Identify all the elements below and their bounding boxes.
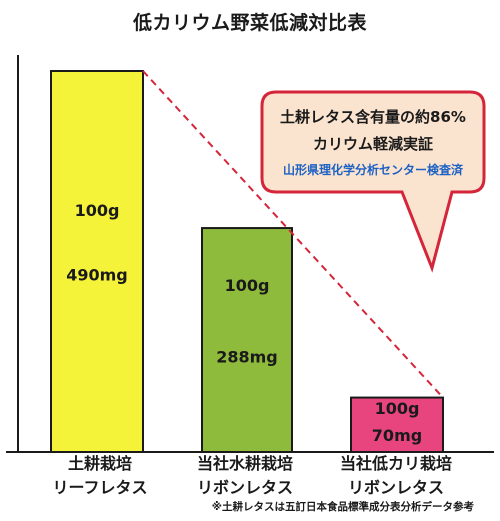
category-label-line: リボンレタス xyxy=(196,478,293,497)
data-label-weight: 100g xyxy=(75,201,120,220)
chart-title: 低カリウム野菜低減対比表 xyxy=(132,12,367,34)
data-label-amount: 490mg xyxy=(66,266,128,285)
footnote: ※土耕レタスは五訂日本食品標準成分表分析データ参考 xyxy=(211,501,474,513)
category-label-line: 当社低カリ栽培 xyxy=(339,454,452,473)
callout-bubble xyxy=(260,90,486,273)
callout-line-2: カリウム軽減実証 xyxy=(313,135,433,153)
category-label-soil-leaf-lettuce: 土耕栽培 リーフレタス xyxy=(25,452,175,500)
callout-line-1: 土耕レタス含有量の約86% xyxy=(280,108,466,126)
category-label-low-k-ribbon-lettuce: 当社低カリ栽培 リボンレタス xyxy=(321,452,471,500)
trend-line xyxy=(142,70,444,399)
bar-1 xyxy=(50,70,144,453)
bar-2 xyxy=(201,227,293,453)
category-label-line: リボンレタス xyxy=(347,478,444,497)
category-label-line: リーフレタス xyxy=(52,478,148,497)
data-label-amount: 288mg xyxy=(216,347,278,366)
category-label-line: 当社水耕栽培 xyxy=(196,454,293,473)
data-label-weight: 100g xyxy=(375,399,420,418)
callout-line-3: 山形県理化学分析センター検査済 xyxy=(283,162,464,177)
category-label-line: 土耕栽培 xyxy=(67,454,132,473)
bar-3 xyxy=(350,396,444,454)
category-label-hydroponic-ribbon-lettuce: 当社水耕栽培 リボンレタス xyxy=(170,452,320,500)
data-label-amount: 70mg xyxy=(372,426,422,445)
data-label-weight: 100g xyxy=(225,276,270,295)
